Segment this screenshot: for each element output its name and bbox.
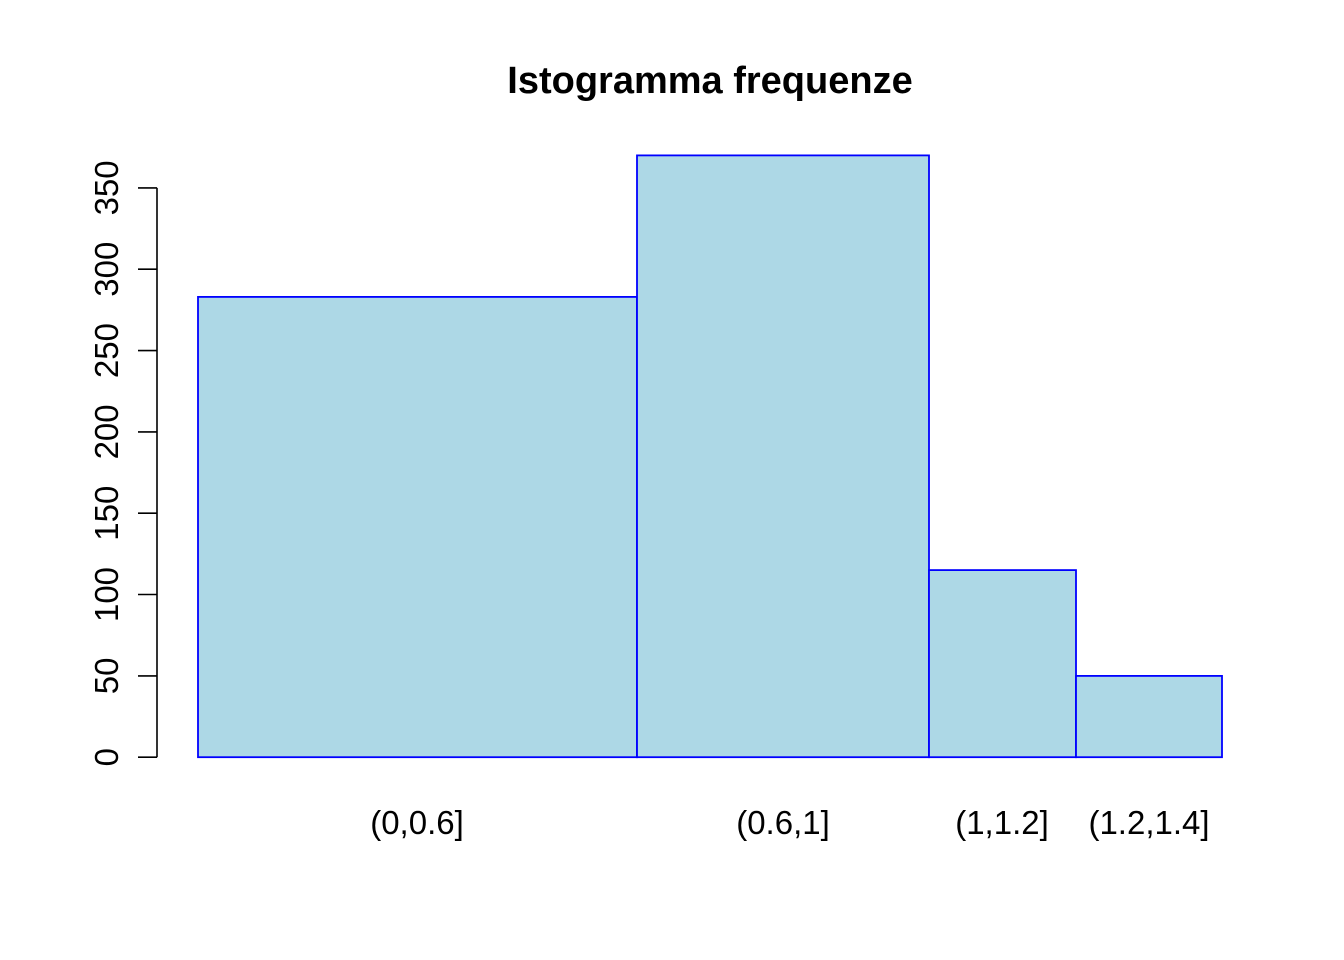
svg-text:200: 200	[88, 404, 125, 459]
svg-text:(0,0.6]: (0,0.6]	[370, 804, 464, 841]
svg-text:150: 150	[88, 486, 125, 541]
svg-text:100: 100	[88, 567, 125, 622]
svg-text:(1.2,1.4]: (1.2,1.4]	[1088, 804, 1209, 841]
svg-text:50: 50	[88, 658, 125, 695]
svg-text:0: 0	[88, 748, 125, 766]
svg-text:350: 350	[88, 160, 125, 215]
svg-text:(1,1.2]: (1,1.2]	[955, 804, 1049, 841]
svg-text:Istogramma frequenze: Istogramma frequenze	[507, 60, 912, 102]
svg-text:300: 300	[88, 242, 125, 297]
svg-text:250: 250	[88, 323, 125, 378]
svg-text:(0.6,1]: (0.6,1]	[736, 804, 830, 841]
